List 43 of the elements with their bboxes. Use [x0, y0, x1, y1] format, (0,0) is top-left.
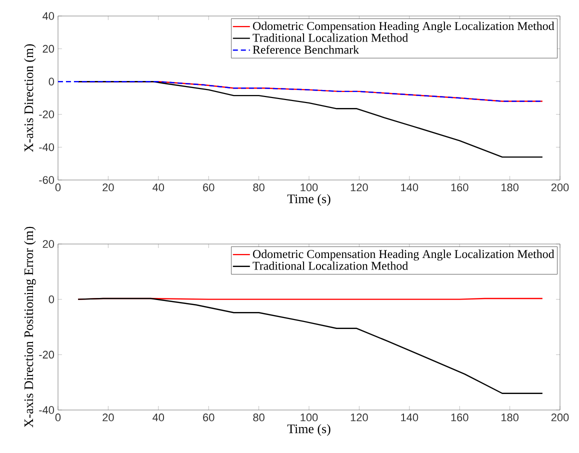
x-tick-label: 180	[501, 184, 519, 192]
y-tick-label: -60	[39, 176, 54, 184]
x-tick-label: 200	[551, 414, 569, 422]
x-tick-label: 40	[152, 184, 164, 192]
x-axis-title: Time (s)	[287, 194, 330, 206]
y-tick-label: -20	[39, 350, 54, 359]
x-tick-label: 180	[501, 414, 519, 422]
x-tick-label: 20	[102, 414, 114, 422]
legend-label: Odometric Compensation Heading Angle Localization Method	[252, 250, 554, 261]
legend-label: Odometric Compensation Heading Angle Localization Method	[252, 22, 554, 33]
x-tick-label: 80	[253, 184, 264, 192]
line-series	[77, 81, 544, 158]
x-tick-label: 0	[55, 414, 61, 422]
y-tick-label: 20	[42, 44, 54, 53]
y-tick-label: 0	[48, 295, 54, 304]
legend-label: Traditional Localization Method	[252, 261, 408, 270]
x-tick-label: 140	[401, 184, 418, 192]
x-tick-label: 0	[55, 184, 61, 192]
x-tick-label: 40	[152, 414, 164, 422]
x-tick-label: 160	[451, 184, 468, 192]
x-axis-title: Time (s)	[287, 424, 330, 436]
y-axis-title: X-axis Direction (m)	[24, 44, 36, 152]
x-tick-label: 200	[551, 184, 569, 192]
x-tick-label: 100	[300, 184, 318, 192]
legend-label: Reference Benchmark	[252, 45, 360, 54]
x-tick-label: 60	[203, 414, 214, 422]
x-tick-label: 80	[253, 414, 264, 422]
x-tick-label: 120	[350, 414, 368, 422]
y-axis-title: X-axis Direction Positioning Error (m)	[24, 226, 36, 428]
y-tick-label: -40	[39, 143, 54, 152]
y-tick-label: 0	[48, 78, 54, 86]
line-series	[77, 298, 544, 394]
x-tick-label: 120	[350, 184, 368, 192]
x-tick-label: 160	[451, 414, 468, 422]
legend-label: Traditional Localization Method	[252, 33, 408, 42]
x-tick-label: 140	[401, 414, 418, 422]
x-tick-label: 60	[203, 184, 214, 192]
x-tick-label: 100	[300, 414, 318, 422]
y-tick-label: -20	[39, 110, 54, 118]
y-tick-label: 20	[42, 240, 54, 248]
y-tick-label: -40	[39, 406, 54, 414]
y-tick-label: 40	[42, 12, 54, 20]
x-tick-label: 20	[102, 184, 114, 192]
